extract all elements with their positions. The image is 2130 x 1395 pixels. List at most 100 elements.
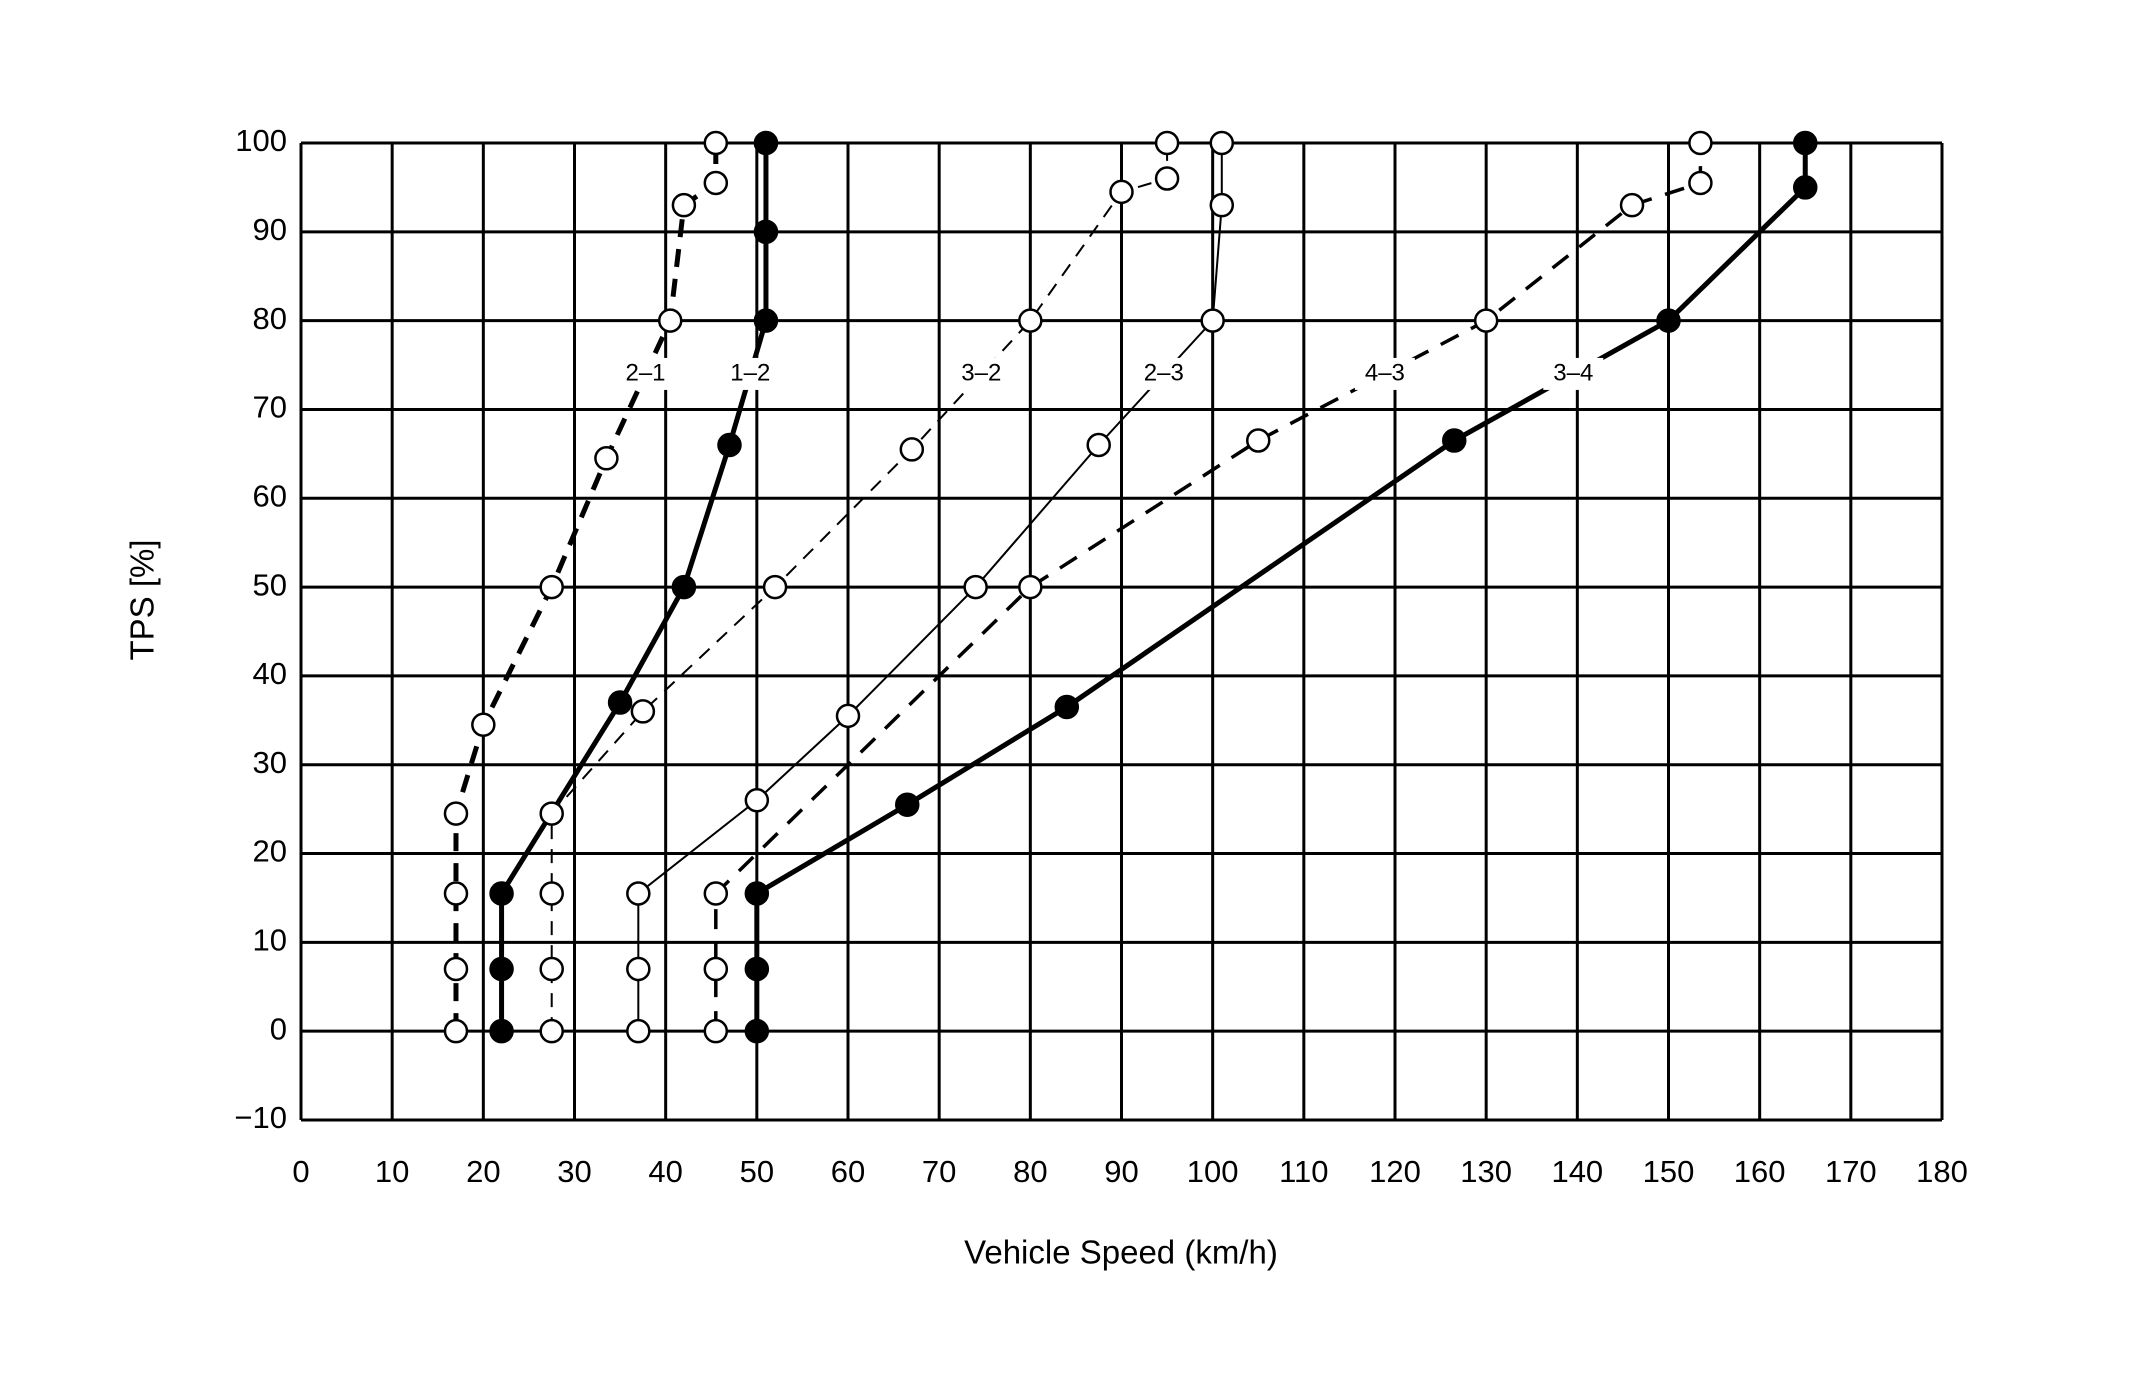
x-tick-label: 180 <box>1916 1154 1968 1189</box>
x-tick-label: 130 <box>1460 1154 1512 1189</box>
x-tick-label: 90 <box>1104 1154 1138 1189</box>
y-axis-title: TPS [%] <box>124 539 161 660</box>
series-label: 2–3 <box>1144 359 1184 386</box>
data-point <box>1200 308 1225 333</box>
y-tick-label: 30 <box>253 745 287 780</box>
series-label: 2–1 <box>625 359 665 386</box>
data-point <box>703 130 729 156</box>
series-label: 3–4 <box>1553 359 1593 386</box>
data-point <box>1086 432 1111 458</box>
series-label: 3–2 <box>961 359 1001 386</box>
y-tick-label: 60 <box>253 478 287 513</box>
data-point <box>489 881 514 906</box>
x-tick-label: 50 <box>740 1154 774 1189</box>
y-tick-label: 20 <box>253 834 287 869</box>
series-label: 1–2 <box>730 359 770 386</box>
data-point <box>1619 192 1645 218</box>
x-tick-label: 80 <box>1013 1154 1047 1189</box>
series-label-bg <box>720 357 781 390</box>
x-tick-label: 10 <box>375 1154 409 1189</box>
y-tick-label: 0 <box>270 1011 287 1046</box>
data-point <box>1688 170 1713 196</box>
x-tick-label: 30 <box>557 1154 591 1189</box>
data-point <box>594 446 619 471</box>
x-tick-label: 150 <box>1643 1154 1695 1189</box>
data-point <box>963 574 988 600</box>
series-line <box>714 143 1703 1032</box>
x-tick-label: 120 <box>1369 1154 1421 1189</box>
data-point <box>671 192 697 218</box>
y-tick-label: −10 <box>234 1100 287 1135</box>
data-point <box>443 881 469 906</box>
data-point <box>762 574 788 600</box>
x-tick-label: 170 <box>1825 1154 1877 1189</box>
data-point <box>1054 694 1080 720</box>
data-point <box>626 1018 651 1044</box>
data-point <box>657 308 683 333</box>
data-point <box>753 308 779 333</box>
data-point <box>539 881 564 906</box>
data-point <box>899 437 925 462</box>
data-point <box>753 219 779 245</box>
series-label-bg <box>1354 357 1415 390</box>
data-point <box>1473 308 1499 333</box>
data-point <box>539 1018 564 1044</box>
data-point <box>607 690 633 715</box>
data-point <box>626 881 651 906</box>
series-label-bg <box>1543 357 1604 390</box>
y-tick-label: 100 <box>235 123 287 158</box>
x-tick-label: 40 <box>648 1154 682 1189</box>
x-tick-label: 0 <box>292 1154 309 1189</box>
data-point <box>1442 428 1467 453</box>
data-point <box>703 1018 729 1044</box>
x-tick-label: 60 <box>831 1154 865 1189</box>
data-point <box>489 956 514 982</box>
x-tick-label: 110 <box>1279 1154 1328 1189</box>
data-point <box>1109 179 1134 205</box>
data-point <box>1656 308 1681 333</box>
x-tick-label: 70 <box>922 1154 956 1189</box>
x-axis-title: Vehicle Speed (km/h) <box>964 1234 1278 1271</box>
data-point <box>1154 166 1180 191</box>
data-point <box>744 788 770 813</box>
data-point <box>753 130 779 156</box>
series-label-bg <box>951 357 1012 390</box>
y-tick-label: 50 <box>253 567 287 602</box>
data-point <box>471 712 496 738</box>
data-point <box>1793 130 1818 156</box>
data-point <box>1154 130 1180 156</box>
data-point <box>539 574 564 600</box>
data-point <box>489 1018 514 1044</box>
y-tick-label: 90 <box>253 212 287 247</box>
series-label-bg <box>615 357 676 390</box>
data-point <box>443 1018 469 1044</box>
series-label-bg <box>1133 357 1194 390</box>
y-tick-label: 10 <box>253 923 287 958</box>
data-point <box>1688 130 1713 156</box>
data-point <box>539 801 564 826</box>
data-point <box>703 956 729 982</box>
data-point <box>744 1018 770 1044</box>
data-point <box>895 792 920 817</box>
y-tick-label: 70 <box>253 390 287 425</box>
data-point <box>443 801 469 826</box>
data-point <box>703 170 729 196</box>
data-point <box>671 574 697 600</box>
y-tick-label: 40 <box>253 656 287 691</box>
data-point <box>1018 308 1043 333</box>
x-tick-label: 160 <box>1734 1154 1786 1189</box>
data-point <box>539 956 564 982</box>
data-point <box>630 699 656 724</box>
data-point <box>717 432 742 458</box>
data-point <box>1209 130 1235 156</box>
x-tick-label: 140 <box>1551 1154 1603 1189</box>
data-point <box>1246 428 1271 453</box>
series-label: 4–3 <box>1365 359 1405 386</box>
y-tick-label: 80 <box>253 301 287 336</box>
data-point <box>1793 175 1818 200</box>
data-point <box>1209 192 1235 218</box>
data-point <box>1018 574 1043 600</box>
series-line <box>637 143 1223 1032</box>
data-point <box>835 703 861 729</box>
